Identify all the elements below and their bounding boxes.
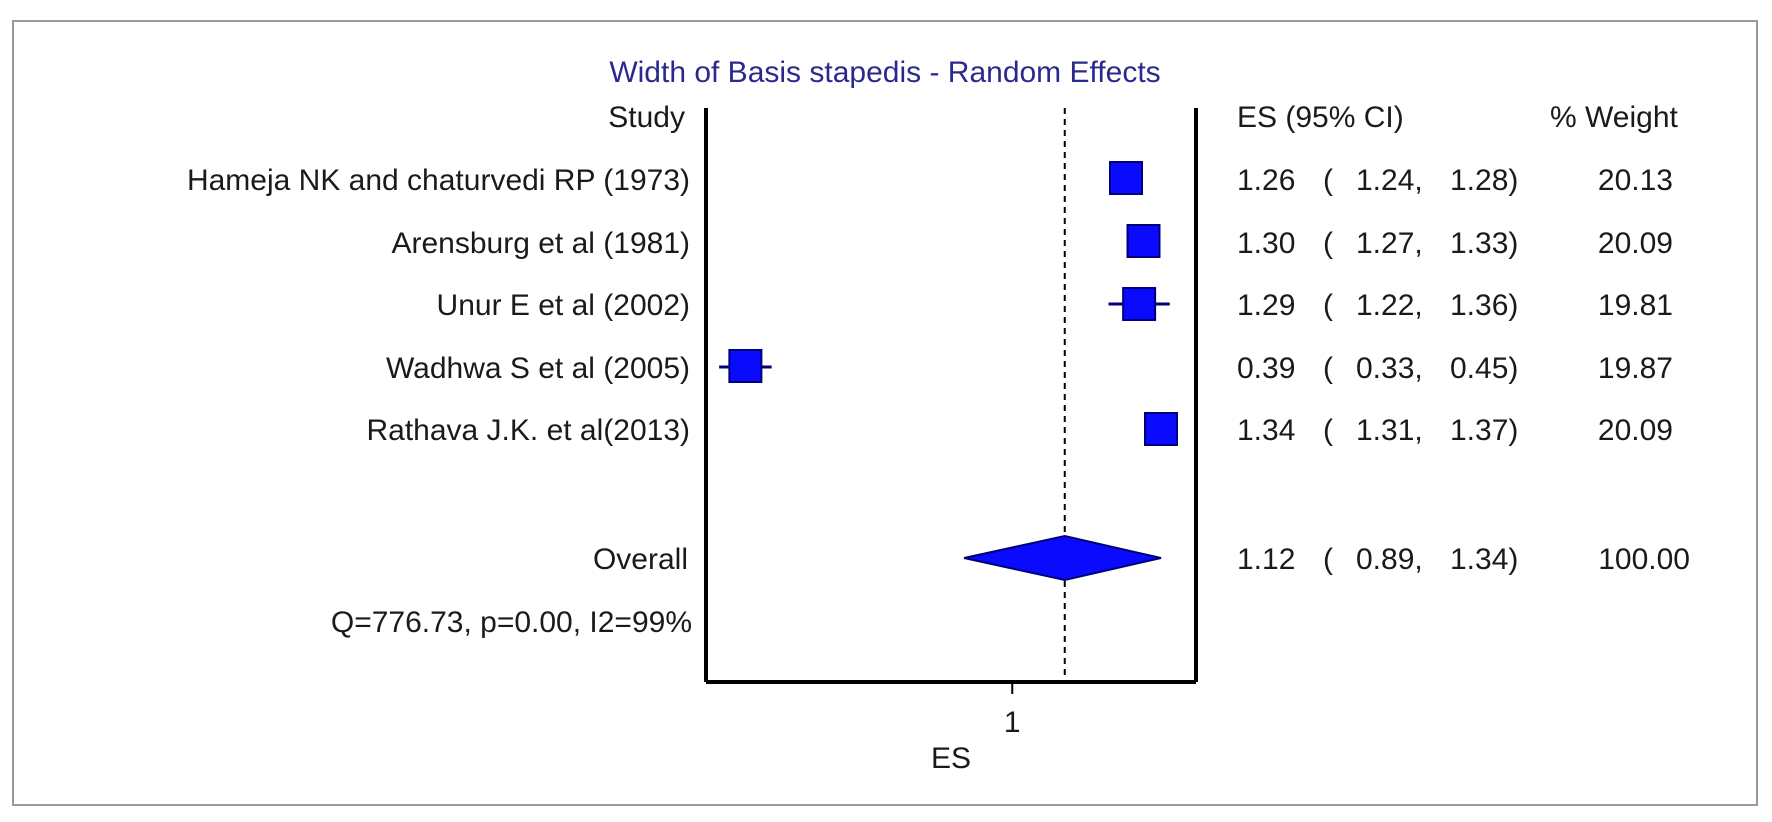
study-es: 1.29 — [1237, 289, 1295, 322]
study-ci-open: ( — [1323, 352, 1333, 385]
study-ci-lower: 1.22, — [1356, 289, 1423, 322]
study-name: Unur E et al (2002) — [437, 289, 690, 322]
study-marker — [1144, 412, 1178, 446]
study-ci-upper: 0.45) — [1450, 352, 1518, 385]
study-es: 1.34 — [1237, 414, 1295, 447]
overall-es: 1.12 — [1237, 543, 1295, 576]
study-ci-upper: 1.36) — [1450, 289, 1518, 322]
overall-row: Overall 1.12 ( 0.89, 1.34) 100.00 — [593, 534, 1690, 582]
study-weight: 20.09 — [1598, 227, 1673, 260]
study-ci-lower: 1.24, — [1356, 164, 1423, 197]
study-es: 0.39 — [1237, 352, 1295, 385]
overall-ci-open: ( — [1323, 543, 1333, 576]
x-axis-label: ES — [931, 742, 971, 775]
study-es: 1.26 — [1237, 164, 1295, 197]
overall-weight: 100.00 — [1598, 543, 1690, 576]
study-name: Hameja NK and chaturvedi RP (1973) — [187, 164, 690, 197]
overall-ci-lower: 0.89, — [1356, 543, 1423, 576]
overall-ci-upper: 1.34) — [1450, 543, 1518, 576]
study-row: Arensburg et al (1981) 1.30 ( 1.27, 1.33… — [391, 224, 1673, 260]
study-weight: 20.09 — [1598, 414, 1673, 447]
study-row: Wadhwa S et al (2005) 0.39 ( 0.33, 0.45)… — [386, 349, 1673, 385]
study-marker — [1109, 161, 1143, 195]
chart-title: Width of Basis stapedis - Random Effects — [609, 56, 1160, 89]
overall-diamond — [963, 534, 1162, 582]
study-ci-open: ( — [1323, 227, 1333, 260]
study-ci-upper: 1.33) — [1450, 227, 1518, 260]
study-row: Unur E et al (2002) 1.29 ( 1.22, 1.36) 1… — [437, 287, 1673, 322]
header-weight: % Weight — [1550, 101, 1679, 134]
study-es: 1.30 — [1237, 227, 1295, 260]
study-name: Rathava J.K. et al(2013) — [366, 414, 690, 447]
overall-label: Overall — [593, 543, 688, 576]
study-row: Hameja NK and chaturvedi RP (1973) 1.26 … — [187, 161, 1673, 197]
study-ci-upper: 1.28) — [1450, 164, 1518, 197]
study-weight: 19.87 — [1598, 352, 1673, 385]
study-ci-lower: 0.33, — [1356, 352, 1423, 385]
study-ci-upper: 1.37) — [1450, 414, 1518, 447]
study-ci-open: ( — [1323, 164, 1333, 197]
header-es-ci: ES (95% CI) — [1237, 101, 1404, 134]
x-tick-label-1: 1 — [1004, 706, 1021, 739]
study-name: Wadhwa S et al (2005) — [386, 352, 690, 385]
study-ci-open: ( — [1323, 289, 1333, 322]
figure-frame — [12, 20, 1758, 806]
study-ci-open: ( — [1323, 414, 1333, 447]
study-marker — [728, 349, 763, 383]
heterogeneity-stats: Q=776.73, p=0.00, I2=99% — [331, 606, 692, 639]
header-study: Study — [608, 101, 685, 134]
study-ci-lower: 1.31, — [1356, 414, 1423, 447]
study-weight: 19.81 — [1598, 289, 1673, 322]
study-ci-lower: 1.27, — [1356, 227, 1423, 260]
study-row: Rathava J.K. et al(2013) 1.34 ( 1.31, 1.… — [366, 412, 1673, 447]
study-weight: 20.13 — [1598, 164, 1673, 197]
study-name: Arensburg et al (1981) — [391, 227, 690, 260]
study-marker — [1126, 224, 1161, 258]
study-marker — [1122, 287, 1157, 321]
